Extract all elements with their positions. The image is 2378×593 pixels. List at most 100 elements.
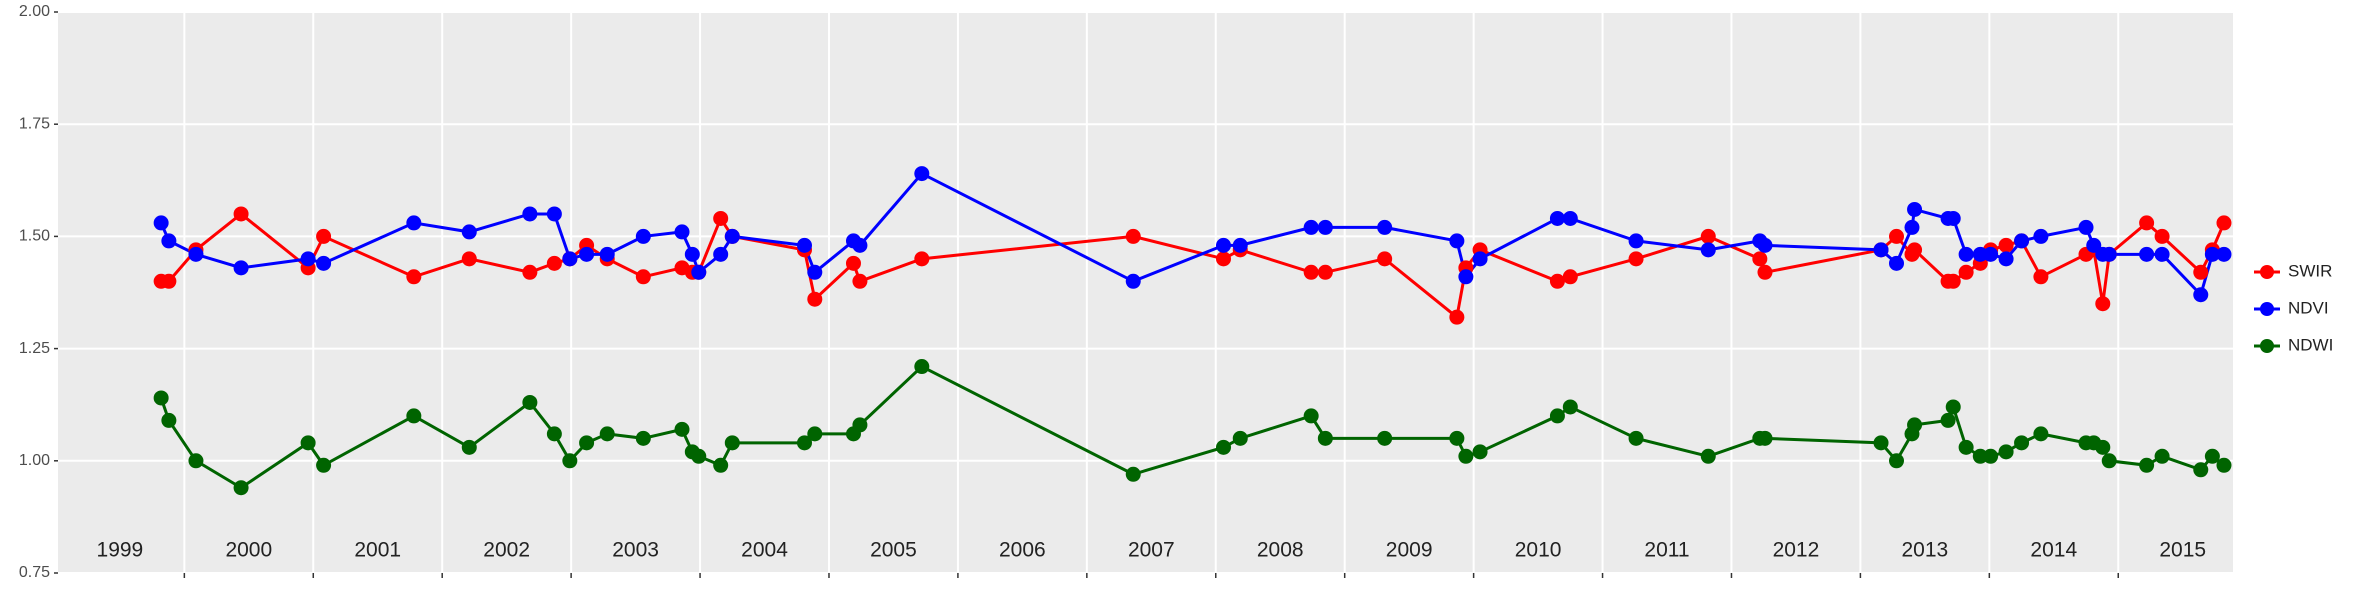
data-point xyxy=(2154,246,2170,262)
data-point xyxy=(1317,264,1333,280)
data-point xyxy=(161,412,177,428)
data-point xyxy=(406,215,422,231)
data-point xyxy=(1628,251,1644,267)
data-point xyxy=(1998,444,2014,460)
data-point xyxy=(233,260,249,276)
data-point xyxy=(2014,435,2030,451)
legend-dot xyxy=(2260,302,2274,316)
data-point xyxy=(1458,269,1474,285)
year-label: 2004 xyxy=(741,539,788,562)
data-point xyxy=(1972,448,1988,464)
data-point xyxy=(599,246,615,262)
year-label: 1999 xyxy=(97,539,144,562)
data-point xyxy=(713,210,729,226)
data-point xyxy=(406,269,422,285)
data-point xyxy=(1972,246,1988,262)
data-point xyxy=(522,394,538,410)
data-point xyxy=(635,269,651,285)
data-point xyxy=(674,421,690,437)
data-point xyxy=(461,439,477,455)
data-point xyxy=(1377,430,1393,446)
data-point xyxy=(635,430,651,446)
data-point xyxy=(188,453,204,469)
data-point xyxy=(2033,426,2049,442)
data-point xyxy=(1125,228,1141,244)
data-point xyxy=(1958,264,1974,280)
data-point xyxy=(2154,228,2170,244)
data-point xyxy=(914,166,930,182)
data-point xyxy=(161,233,177,249)
data-point xyxy=(724,435,740,451)
data-point xyxy=(1562,210,1578,226)
data-point xyxy=(1907,242,1923,258)
data-point xyxy=(153,390,169,406)
data-point xyxy=(2193,462,2209,478)
data-point xyxy=(1940,412,1956,428)
y-tick-label: 2.00 xyxy=(19,3,50,20)
data-point xyxy=(2216,246,2232,262)
data-point xyxy=(300,251,316,267)
data-point xyxy=(1958,439,1974,455)
year-label: 2001 xyxy=(354,539,401,562)
data-point xyxy=(796,435,812,451)
data-point xyxy=(1449,233,1465,249)
data-point xyxy=(852,237,868,253)
data-point xyxy=(579,435,595,451)
data-point xyxy=(2101,246,2117,262)
year-label: 2002 xyxy=(483,539,530,562)
data-point xyxy=(807,291,823,307)
data-point xyxy=(1998,237,2014,253)
data-point xyxy=(1549,273,1565,289)
data-point xyxy=(1700,448,1716,464)
data-point xyxy=(713,457,729,473)
data-point xyxy=(2101,453,2117,469)
data-point xyxy=(1873,242,1889,258)
data-point xyxy=(796,237,812,253)
data-point xyxy=(691,264,707,280)
data-point xyxy=(522,206,538,222)
plot-background xyxy=(58,12,2233,573)
year-label: 2015 xyxy=(2159,539,2206,562)
data-point xyxy=(2216,215,2232,231)
data-point xyxy=(1303,219,1319,235)
data-point xyxy=(914,251,930,267)
data-point xyxy=(2216,457,2232,473)
data-point xyxy=(2033,269,2049,285)
data-point xyxy=(691,448,707,464)
data-point xyxy=(674,224,690,240)
legend-label: SWIR xyxy=(2288,261,2332,280)
data-point xyxy=(1628,233,1644,249)
data-point xyxy=(1303,408,1319,424)
data-point xyxy=(2193,264,2209,280)
year-label: 2003 xyxy=(612,539,659,562)
data-point xyxy=(1628,430,1644,446)
data-point xyxy=(1907,201,1923,217)
data-point xyxy=(1700,242,1716,258)
data-point xyxy=(153,215,169,231)
legend-dot xyxy=(2260,265,2274,279)
data-point xyxy=(1449,430,1465,446)
year-label: 2012 xyxy=(1773,539,1820,562)
data-point xyxy=(1945,399,1961,415)
data-point xyxy=(1549,408,1565,424)
y-tick-label: 0.75 xyxy=(19,564,50,581)
data-point xyxy=(1472,251,1488,267)
legend-label: NDWI xyxy=(2288,335,2333,354)
data-point xyxy=(1873,435,1889,451)
data-point xyxy=(1232,430,1248,446)
year-label: 2007 xyxy=(1128,539,1175,562)
data-point xyxy=(1983,448,1999,464)
data-point xyxy=(316,457,332,473)
data-point xyxy=(1889,228,1905,244)
data-point xyxy=(713,246,729,262)
data-point xyxy=(316,255,332,271)
data-point xyxy=(1317,430,1333,446)
data-point xyxy=(1562,269,1578,285)
data-point xyxy=(1377,219,1393,235)
data-point xyxy=(546,206,562,222)
data-point xyxy=(2204,448,2220,464)
data-point xyxy=(1472,444,1488,460)
data-point xyxy=(406,408,422,424)
